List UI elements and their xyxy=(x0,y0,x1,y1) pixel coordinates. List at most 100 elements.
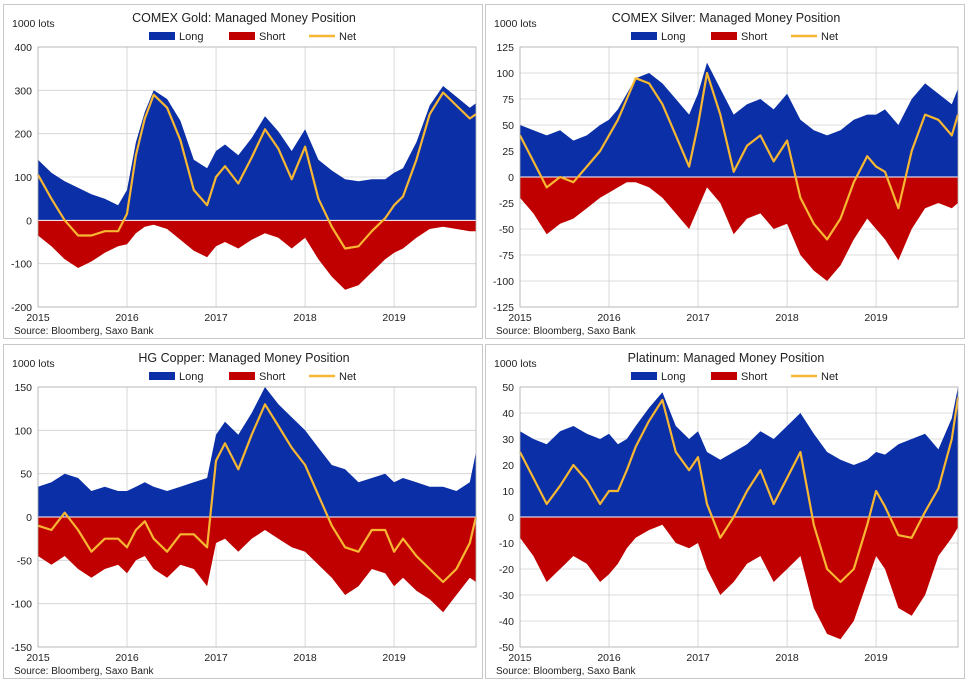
legend-label-net: Net xyxy=(821,31,838,43)
y-tick-label: 100 xyxy=(496,68,514,80)
x-tick-label: 2015 xyxy=(508,312,532,324)
y-tick-label: -10 xyxy=(499,538,514,550)
x-tick-label: 2017 xyxy=(204,652,228,664)
y-tick-label: -50 xyxy=(17,555,32,567)
gold-chart-panel: COMEX Gold: Managed Money Position 1000 l… xyxy=(3,4,483,339)
y-axis-label: 1000 lots xyxy=(494,358,537,370)
y-tick-label: 40 xyxy=(502,408,514,420)
plot-area xyxy=(37,46,477,308)
y-tick-label: -20 xyxy=(499,564,514,576)
source-note: Source: Bloomberg, Saxo Bank xyxy=(496,326,637,337)
x-tick-label: 2016 xyxy=(115,312,139,324)
y-tick-label: -30 xyxy=(499,590,514,602)
copper-chart: HG Copper: Managed Money Position 1000 lo… xyxy=(11,351,478,677)
x-tick-label: 2015 xyxy=(508,652,532,664)
x-tick-label: 2019 xyxy=(864,312,888,324)
legend-label-long: Long xyxy=(179,371,203,383)
legend-label-long: Long xyxy=(179,31,203,43)
x-tick-label: 2017 xyxy=(686,652,710,664)
x-tick-label: 2016 xyxy=(597,312,621,324)
legend-label-long: Long xyxy=(661,31,685,43)
y-tick-label: -25 xyxy=(499,198,514,210)
legend-swatch-long xyxy=(149,32,175,40)
chart-title: COMEX Silver: Managed Money Position xyxy=(612,11,841,25)
short-area xyxy=(520,177,958,281)
x-tick-label: 2015 xyxy=(26,312,50,324)
chart-title: HG Copper: Managed Money Position xyxy=(138,351,349,365)
silver-chart-panel: COMEX Silver: Managed Money Position 1000… xyxy=(485,4,965,339)
legend-swatch-short xyxy=(711,372,737,380)
x-tick-label: 2017 xyxy=(204,312,228,324)
y-tick-label: 0 xyxy=(508,512,514,524)
y-tick-label: 400 xyxy=(14,42,32,54)
y-tick-label: -125 xyxy=(493,302,514,314)
legend-label-short: Short xyxy=(741,371,767,383)
legend-swatch-short xyxy=(229,32,255,40)
y-tick-label: 10 xyxy=(502,486,514,498)
y-axis-label: 1000 lots xyxy=(12,18,55,30)
x-tick-label: 2016 xyxy=(597,652,621,664)
x-tick-label: 2018 xyxy=(293,312,317,324)
y-tick-label: 25 xyxy=(502,146,514,158)
y-tick-label: -150 xyxy=(11,642,32,654)
platinum-chart-panel: Platinum: Managed Money Position 1000 lot… xyxy=(485,344,965,679)
y-tick-label: 200 xyxy=(14,129,32,141)
x-tick-label: 2018 xyxy=(775,652,799,664)
legend-swatch-short xyxy=(711,32,737,40)
y-tick-label: -40 xyxy=(499,616,514,628)
y-tick-label: -50 xyxy=(499,642,514,654)
legend-label-short: Short xyxy=(741,31,767,43)
y-tick-label: 0 xyxy=(508,172,514,184)
plot-area xyxy=(519,46,959,308)
source-note: Source: Bloomberg, Saxo Bank xyxy=(14,666,155,677)
x-tick-label: 2018 xyxy=(775,312,799,324)
legend-swatch-long xyxy=(149,372,175,380)
x-tick-label: 2019 xyxy=(864,652,888,664)
x-tick-label: 2019 xyxy=(382,652,406,664)
legend-label-short: Short xyxy=(259,371,285,383)
y-tick-label: -100 xyxy=(493,276,514,288)
y-tick-label: -50 xyxy=(499,224,514,236)
long-area xyxy=(520,387,958,517)
y-axis-label: 1000 lots xyxy=(494,18,537,30)
chart-title: Platinum: Managed Money Position xyxy=(628,351,825,365)
x-tick-label: 2019 xyxy=(382,312,406,324)
y-tick-label: -200 xyxy=(11,302,32,314)
long-area xyxy=(38,86,476,221)
short-area xyxy=(38,517,476,613)
y-tick-label: 100 xyxy=(14,425,32,437)
y-tick-label: 0 xyxy=(26,215,32,227)
y-tick-label: -75 xyxy=(499,250,514,262)
legend-label-net: Net xyxy=(821,371,838,383)
y-tick-label: 20 xyxy=(502,460,514,472)
legend-label-net: Net xyxy=(339,371,356,383)
source-note: Source: Bloomberg, Saxo Bank xyxy=(496,666,637,677)
copper-chart-panel: HG Copper: Managed Money Position 1000 lo… xyxy=(3,344,483,679)
net-line xyxy=(519,397,960,584)
y-tick-label: 100 xyxy=(14,172,32,184)
y-tick-label: 300 xyxy=(14,85,32,97)
x-tick-label: 2017 xyxy=(686,312,710,324)
legend-swatch-short xyxy=(229,372,255,380)
y-tick-label: 150 xyxy=(14,382,32,394)
y-tick-label: 50 xyxy=(502,382,514,394)
long-area xyxy=(38,387,476,517)
x-tick-label: 2018 xyxy=(293,652,317,664)
y-tick-label: 30 xyxy=(502,434,514,446)
gold-chart: COMEX Gold: Managed Money Position 1000 l… xyxy=(11,11,477,337)
net-line xyxy=(37,91,477,250)
source-note: Source: Bloomberg, Saxo Bank xyxy=(14,326,155,337)
net-line xyxy=(37,403,478,584)
y-tick-label: 125 xyxy=(496,42,514,54)
y-tick-label: 75 xyxy=(502,94,514,106)
plot-area xyxy=(37,386,477,648)
legend-swatch-long xyxy=(631,372,657,380)
legend-label-long: Long xyxy=(661,371,685,383)
y-tick-label: -100 xyxy=(11,259,32,271)
legend-label-short: Short xyxy=(259,31,285,43)
silver-chart: COMEX Silver: Managed Money Position1000… xyxy=(493,11,960,337)
y-axis-label: 1000 lots xyxy=(12,358,55,370)
legend-label-net: Net xyxy=(339,31,356,43)
y-tick-label: 0 xyxy=(26,512,32,524)
